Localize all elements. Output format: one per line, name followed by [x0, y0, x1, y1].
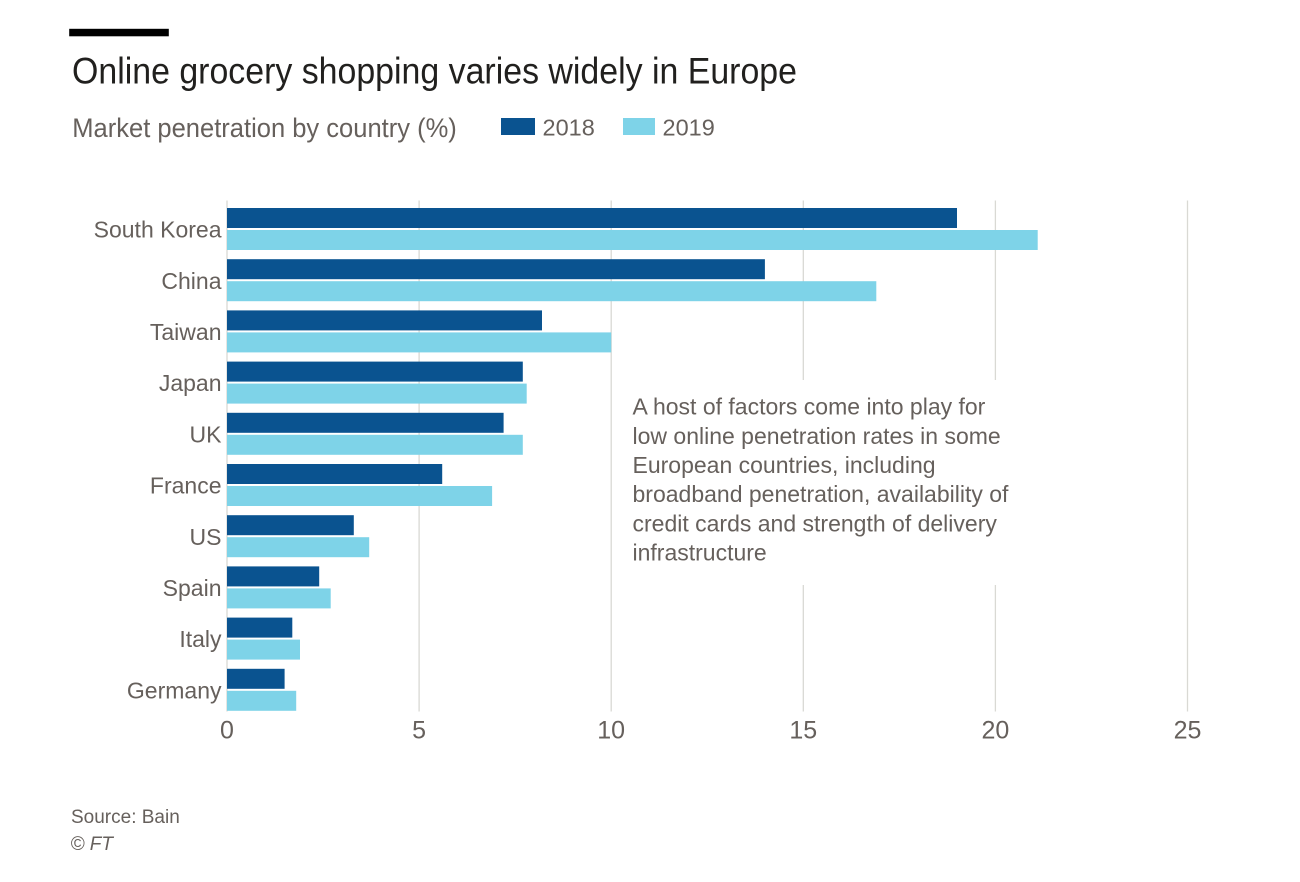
svg-text:Italy: Italy — [179, 626, 222, 652]
svg-text:Spain: Spain — [163, 575, 222, 601]
svg-text:European countries, including: European countries, including — [633, 452, 936, 478]
svg-text:10: 10 — [597, 717, 625, 745]
svg-text:Source: Bain: Source: Bain — [71, 807, 180, 828]
svg-text:US: US — [190, 524, 222, 550]
svg-text:Taiwan: Taiwan — [150, 319, 222, 345]
svg-text:25: 25 — [1174, 717, 1202, 745]
svg-text:broadband penetration, availab: broadband penetration, availability of — [633, 481, 1010, 507]
svg-text:© FT: © FT — [71, 834, 115, 855]
svg-text:Online grocery shopping varies: Online grocery shopping varies widely in… — [72, 50, 797, 91]
svg-text:Germany: Germany — [127, 677, 222, 703]
svg-text:Japan: Japan — [159, 370, 222, 396]
svg-text:0: 0 — [220, 717, 234, 745]
svg-text:A host of factors come into pl: A host of factors come into play for — [633, 394, 986, 420]
svg-text:France: France — [150, 473, 222, 499]
svg-text:5: 5 — [412, 717, 426, 745]
svg-text:Market penetration by country: Market penetration by country (%) — [72, 113, 457, 143]
svg-text:infrastructure: infrastructure — [633, 540, 767, 566]
svg-text:2019: 2019 — [663, 115, 715, 141]
svg-text:low online penetration rates i: low online penetration rates in some — [633, 423, 1001, 449]
svg-text:credit cards and strength of d: credit cards and strength of delivery — [633, 510, 998, 536]
svg-text:2018: 2018 — [543, 115, 595, 141]
svg-text:UK: UK — [190, 421, 223, 447]
svg-text:20: 20 — [981, 717, 1009, 745]
svg-text:15: 15 — [789, 717, 817, 745]
svg-text:South Korea: South Korea — [94, 217, 222, 243]
svg-text:China: China — [161, 268, 221, 294]
